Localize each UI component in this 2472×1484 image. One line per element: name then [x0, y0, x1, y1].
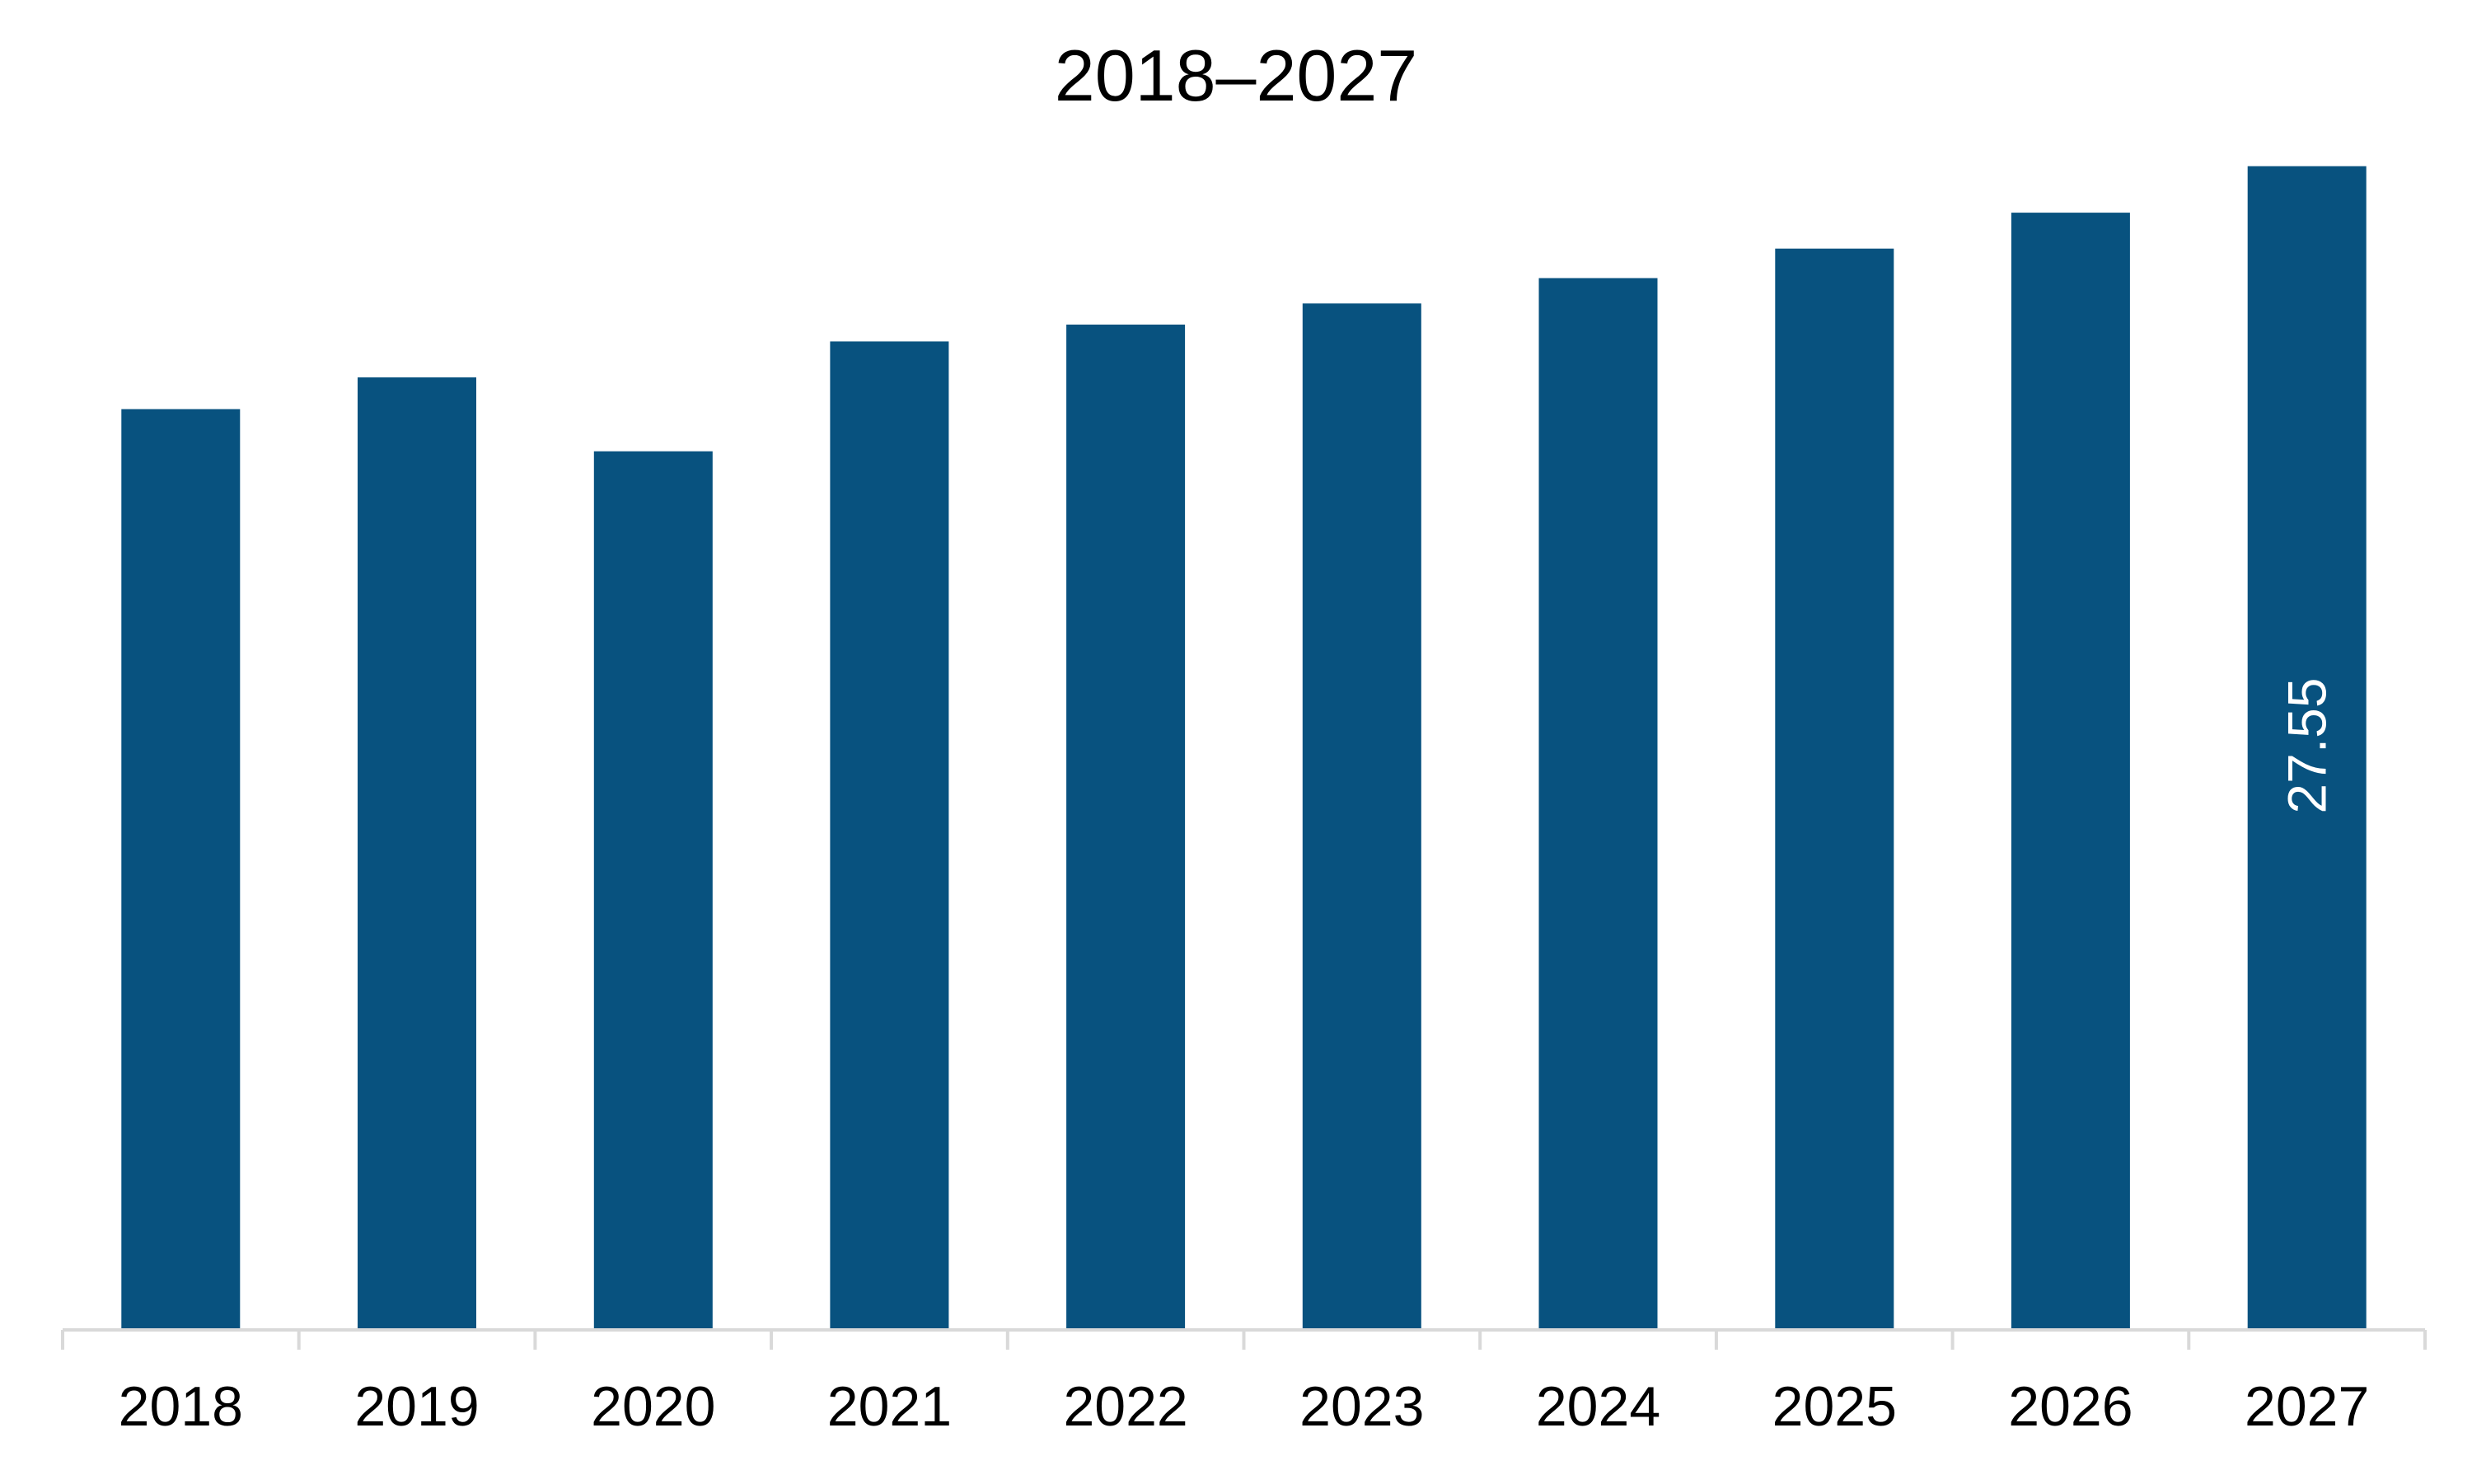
x-tick-label-2025: 2025: [1772, 1375, 1897, 1438]
x-tick-label-2024: 2024: [1536, 1375, 1660, 1438]
chart-title: 2018–2027: [1054, 35, 1418, 116]
x-tick-label-2026: 2026: [2008, 1375, 2133, 1438]
x-tick-label-2027: 2027: [2245, 1375, 2369, 1438]
x-tick-label-2022: 2022: [1063, 1375, 1187, 1438]
bar-2021: [830, 341, 949, 1330]
bar-2026: [2011, 213, 2130, 1331]
bar-2022: [1066, 324, 1186, 1330]
x-axis: [61, 1328, 2427, 1350]
bar-2020: [593, 451, 713, 1331]
bar-2027: [2247, 166, 2367, 1331]
x-tick-label-2018: 2018: [119, 1375, 243, 1438]
bar-2025: [1775, 248, 1894, 1331]
bar-2024: [1538, 278, 1658, 1330]
bar-2019: [358, 377, 476, 1330]
x-tick-label-2020: 2020: [591, 1375, 715, 1438]
x-tick-label-2023: 2023: [1299, 1375, 1424, 1438]
bars-layer: [121, 166, 2367, 1331]
tick-labels: 2018 2019 2020 2021 2022 2023 2024 2025 2026 2027: [119, 1375, 2370, 1438]
data-labels: 27.55: [2277, 677, 2338, 813]
x-tick-label-2021: 2021: [827, 1375, 952, 1438]
x-tick-label-2019: 2019: [354, 1375, 479, 1438]
bar-2023: [1302, 303, 1421, 1330]
data-label-2027: 27.55: [2277, 677, 2338, 813]
bar-2018: [121, 409, 241, 1330]
